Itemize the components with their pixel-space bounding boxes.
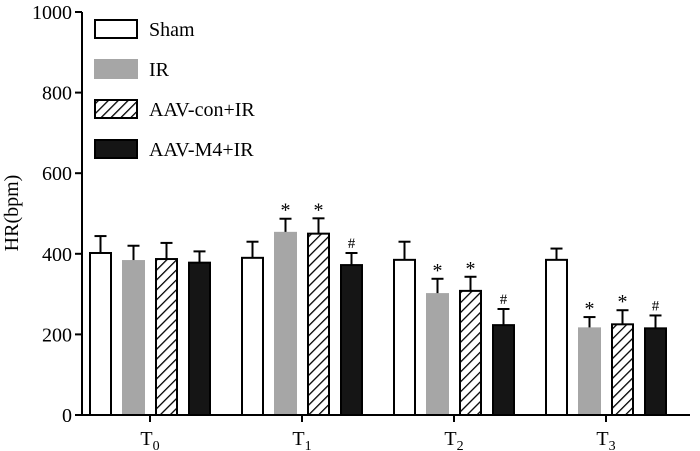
y-tick-label: 800 — [42, 83, 72, 105]
significance-hash: # — [652, 298, 660, 314]
significance-star: * — [281, 200, 291, 222]
bar-aav-m4-ir-t0 — [188, 261, 211, 416]
bar-aav-con-ir-t3 — [611, 323, 634, 417]
y-tick-label: 0 — [62, 405, 72, 427]
x-tick-label: T1 — [292, 428, 311, 451]
x-tick-label: T2 — [444, 428, 463, 451]
bar-aav-con-ir-t0 — [155, 258, 178, 416]
legend-swatch — [94, 19, 138, 39]
significance-star: * — [466, 258, 476, 280]
bar-aav-m4-ir-t3 — [644, 327, 667, 417]
bar-ir-t0 — [122, 260, 145, 416]
significance-star: * — [618, 291, 628, 313]
legend-label: AAV-con+IR — [149, 99, 255, 121]
y-tick-label: 200 — [42, 324, 72, 346]
y-axis-title: HR(bpm) — [1, 175, 23, 252]
bar-aav-con-ir-t2 — [459, 289, 482, 417]
x-tick-label: T0 — [140, 428, 159, 451]
bar-sham-t2 — [393, 258, 416, 416]
legend-swatch — [94, 139, 138, 159]
bar-aav-m4-ir-t2 — [492, 324, 515, 417]
bar-sham-t0 — [89, 251, 112, 416]
significance-star: * — [314, 199, 324, 221]
legend-label: IR — [149, 59, 170, 81]
bar-sham-t3 — [545, 258, 568, 416]
y-tick-label: 400 — [42, 244, 72, 266]
legend-label: AAV-M4+IR — [149, 139, 254, 161]
significance-hash: # — [348, 236, 356, 252]
x-tick-label: T3 — [596, 428, 615, 451]
significance-star: * — [433, 260, 443, 282]
bar-ir-t1 — [274, 231, 297, 416]
bar-aav-m4-ir-t1 — [340, 264, 363, 417]
significance-star: * — [585, 298, 595, 320]
legend-swatch — [94, 59, 138, 79]
y-tick-label: 1000 — [32, 2, 72, 24]
significance-hash: # — [500, 292, 508, 308]
legend-label: Sham — [149, 19, 195, 41]
legend-swatch — [94, 99, 138, 119]
bar-ir-t2 — [426, 293, 449, 417]
bar-ir-t3 — [578, 327, 601, 417]
y-tick-label: 600 — [42, 163, 72, 185]
legend: Sham IR AAV-con+IR AAV-M4+IR — [94, 19, 255, 161]
bar-aav-con-ir-t1 — [307, 232, 330, 416]
bar-sham-t1 — [241, 256, 264, 416]
